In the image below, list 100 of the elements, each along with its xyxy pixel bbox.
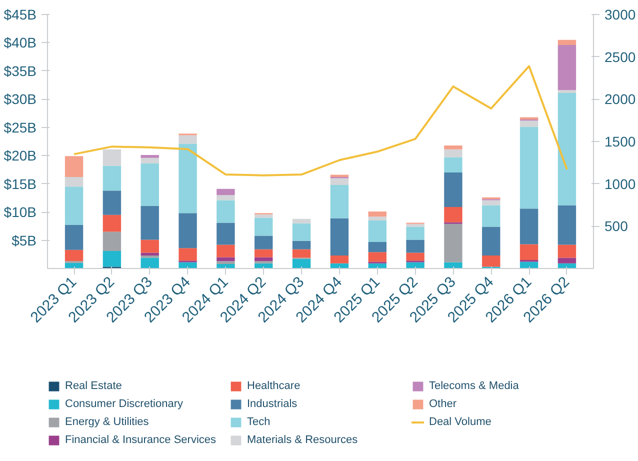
bar bbox=[558, 244, 576, 258]
bar bbox=[64, 177, 84, 187]
bar bbox=[292, 258, 311, 268]
bar bbox=[368, 220, 386, 242]
bar bbox=[102, 214, 122, 232]
bar bbox=[558, 205, 576, 245]
y-tick-label: $25B bbox=[4, 119, 37, 136]
bar bbox=[64, 156, 84, 178]
bar bbox=[482, 226, 500, 256]
y2-tick-label: 1500 bbox=[604, 134, 636, 150]
y-tick-label: $40B bbox=[4, 34, 37, 51]
bar bbox=[368, 242, 386, 252]
bar bbox=[178, 144, 197, 214]
bar bbox=[558, 92, 576, 206]
bar bbox=[216, 222, 235, 245]
bar bbox=[64, 186, 84, 226]
bar bbox=[254, 257, 273, 262]
bar bbox=[444, 149, 462, 158]
bar bbox=[444, 172, 462, 207]
bar bbox=[444, 206, 462, 222]
bar bbox=[216, 188, 235, 196]
bar bbox=[216, 257, 235, 262]
bar bbox=[140, 158, 159, 164]
bar bbox=[292, 218, 311, 224]
legend-label: Tech bbox=[247, 415, 272, 429]
bar bbox=[406, 226, 424, 240]
y-tick-label: $30B bbox=[4, 91, 37, 108]
bar bbox=[64, 225, 84, 250]
legend-label: Energy & Utilities bbox=[65, 415, 150, 429]
y2-tick-label: 3000 bbox=[604, 6, 636, 22]
bar bbox=[140, 155, 159, 158]
bar bbox=[102, 251, 122, 267]
y2-tick-label: 2500 bbox=[604, 48, 636, 65]
y-tick-label: $45B bbox=[4, 6, 37, 22]
line-series bbox=[73, 65, 568, 176]
bar bbox=[140, 258, 159, 268]
bar bbox=[64, 250, 84, 262]
legend-label: Healthcare bbox=[247, 379, 302, 393]
bar bbox=[482, 205, 500, 227]
bar bbox=[444, 224, 462, 262]
y-tick-label: $15B bbox=[4, 176, 37, 192]
bar bbox=[216, 244, 235, 258]
legend-label: Other bbox=[429, 397, 458, 411]
bar bbox=[254, 218, 273, 236]
y2-tick-label: 2000 bbox=[604, 91, 636, 108]
bar bbox=[178, 248, 197, 261]
y-tick-label: $20B bbox=[4, 148, 37, 164]
y-tick-label: $35B bbox=[4, 62, 37, 79]
bar bbox=[520, 208, 538, 244]
legend-label: Consumer Discretionary bbox=[65, 397, 184, 411]
legend-label: Financial & Insurance Services bbox=[65, 433, 218, 447]
legend-label: Deal Volume bbox=[429, 415, 492, 429]
bar bbox=[292, 240, 311, 250]
bar bbox=[520, 244, 538, 260]
bar bbox=[330, 218, 349, 256]
bar bbox=[368, 211, 386, 217]
bar bbox=[558, 90, 576, 93]
bar bbox=[216, 195, 235, 200]
bar bbox=[102, 149, 122, 166]
bar bbox=[406, 252, 424, 261]
bar bbox=[406, 224, 424, 227]
bar bbox=[482, 256, 500, 267]
legend-label: Telecoms & Media bbox=[429, 379, 520, 393]
bar bbox=[216, 261, 235, 264]
bar bbox=[254, 236, 273, 250]
bar bbox=[520, 126, 538, 209]
bar bbox=[102, 232, 122, 251]
y-tick-label: $10B bbox=[4, 204, 37, 220]
bar bbox=[292, 223, 311, 241]
y2-tick-label: 1000 bbox=[604, 176, 636, 192]
bar bbox=[444, 145, 462, 150]
bar bbox=[178, 135, 197, 144]
bar bbox=[368, 216, 386, 221]
bar bbox=[216, 200, 235, 223]
bar bbox=[558, 44, 576, 90]
bar bbox=[140, 252, 159, 256]
bar bbox=[102, 190, 122, 215]
bar bbox=[558, 258, 576, 264]
bar bbox=[330, 184, 349, 218]
bar bbox=[140, 164, 159, 206]
y-tick-label: $5B bbox=[12, 232, 37, 248]
y2-tick-label: 500 bbox=[604, 218, 628, 234]
bar bbox=[558, 40, 576, 45]
legend-label: Industrials bbox=[247, 397, 298, 411]
bar bbox=[178, 213, 197, 248]
bar bbox=[520, 262, 538, 268]
bar bbox=[368, 252, 386, 262]
bar bbox=[520, 120, 538, 127]
bar bbox=[406, 240, 424, 253]
bar bbox=[444, 157, 462, 173]
bar bbox=[102, 166, 122, 191]
bar bbox=[482, 200, 500, 206]
bar bbox=[254, 249, 273, 258]
bar bbox=[330, 256, 349, 264]
bar bbox=[292, 249, 311, 258]
bar bbox=[140, 240, 159, 253]
legend-label: Materials & Resources bbox=[247, 433, 359, 447]
bar bbox=[330, 178, 349, 185]
legend-label: Real Estate bbox=[65, 379, 123, 393]
bar bbox=[140, 206, 159, 240]
